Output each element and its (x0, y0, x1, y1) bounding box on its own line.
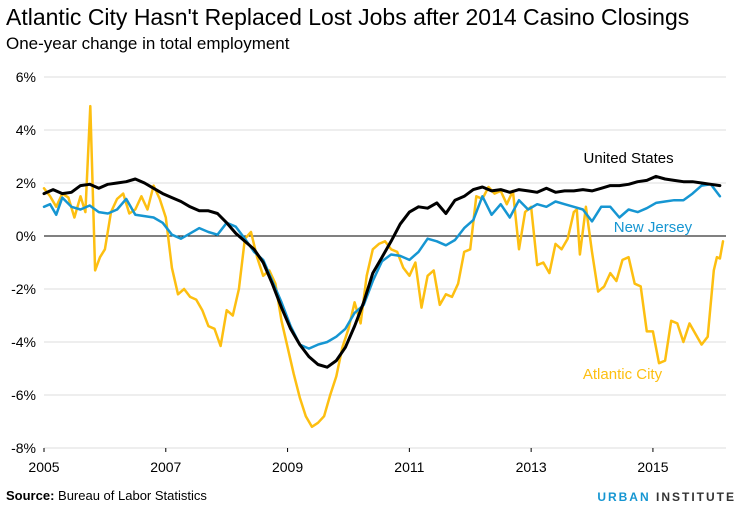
grid-layer (44, 76, 726, 449)
brand-word-2: INSTITUTE (656, 490, 736, 504)
x-tick-label: 2009 (272, 459, 303, 475)
x-tick-label: 2007 (150, 459, 181, 475)
y-tick-label: 4% (16, 122, 36, 138)
y-tick-label: -4% (11, 334, 36, 350)
series-label-atlantic-city: Atlantic City (583, 366, 663, 383)
axis-layer: -8% -6% -4% -2% 0% 2% 4% 6% 2005 2007 2009 2011 2013… (11, 69, 669, 475)
chart-title: Atlantic City Hasn't Replaced Lost Jobs … (6, 4, 690, 30)
series-layer (42, 104, 725, 429)
y-tick-label: 0% (16, 228, 36, 244)
chart-subtitle: One-year change in total employment (6, 34, 290, 53)
x-tick-label: 2013 (516, 459, 547, 475)
x-tick-label: 2011 (394, 459, 424, 475)
series-label-united-states: United States (584, 150, 674, 167)
y-tick-label: 6% (16, 69, 36, 85)
source-text: Bureau of Labor Statistics (54, 488, 207, 503)
label-layer: Atlantic City New Jersey United States (583, 150, 693, 383)
x-tick-label: 2005 (28, 459, 59, 475)
x-tick-label: 2015 (637, 459, 668, 475)
brand-word-1: URBAN (597, 490, 651, 504)
y-tick-label: -8% (11, 440, 36, 456)
brand-logo: URBAN INSTITUTE (597, 490, 736, 504)
series-line-new-jersey (42, 183, 722, 350)
series-line-united-states (42, 174, 722, 369)
y-tick-label: 2% (16, 175, 36, 191)
y-tick-label: -2% (11, 281, 36, 297)
source-label: Source: (6, 488, 55, 503)
y-tick-label: -6% (11, 387, 36, 403)
source-note: Source: Bureau of Labor Statistics (6, 488, 207, 503)
series-label-new-jersey: New Jersey (614, 219, 693, 236)
